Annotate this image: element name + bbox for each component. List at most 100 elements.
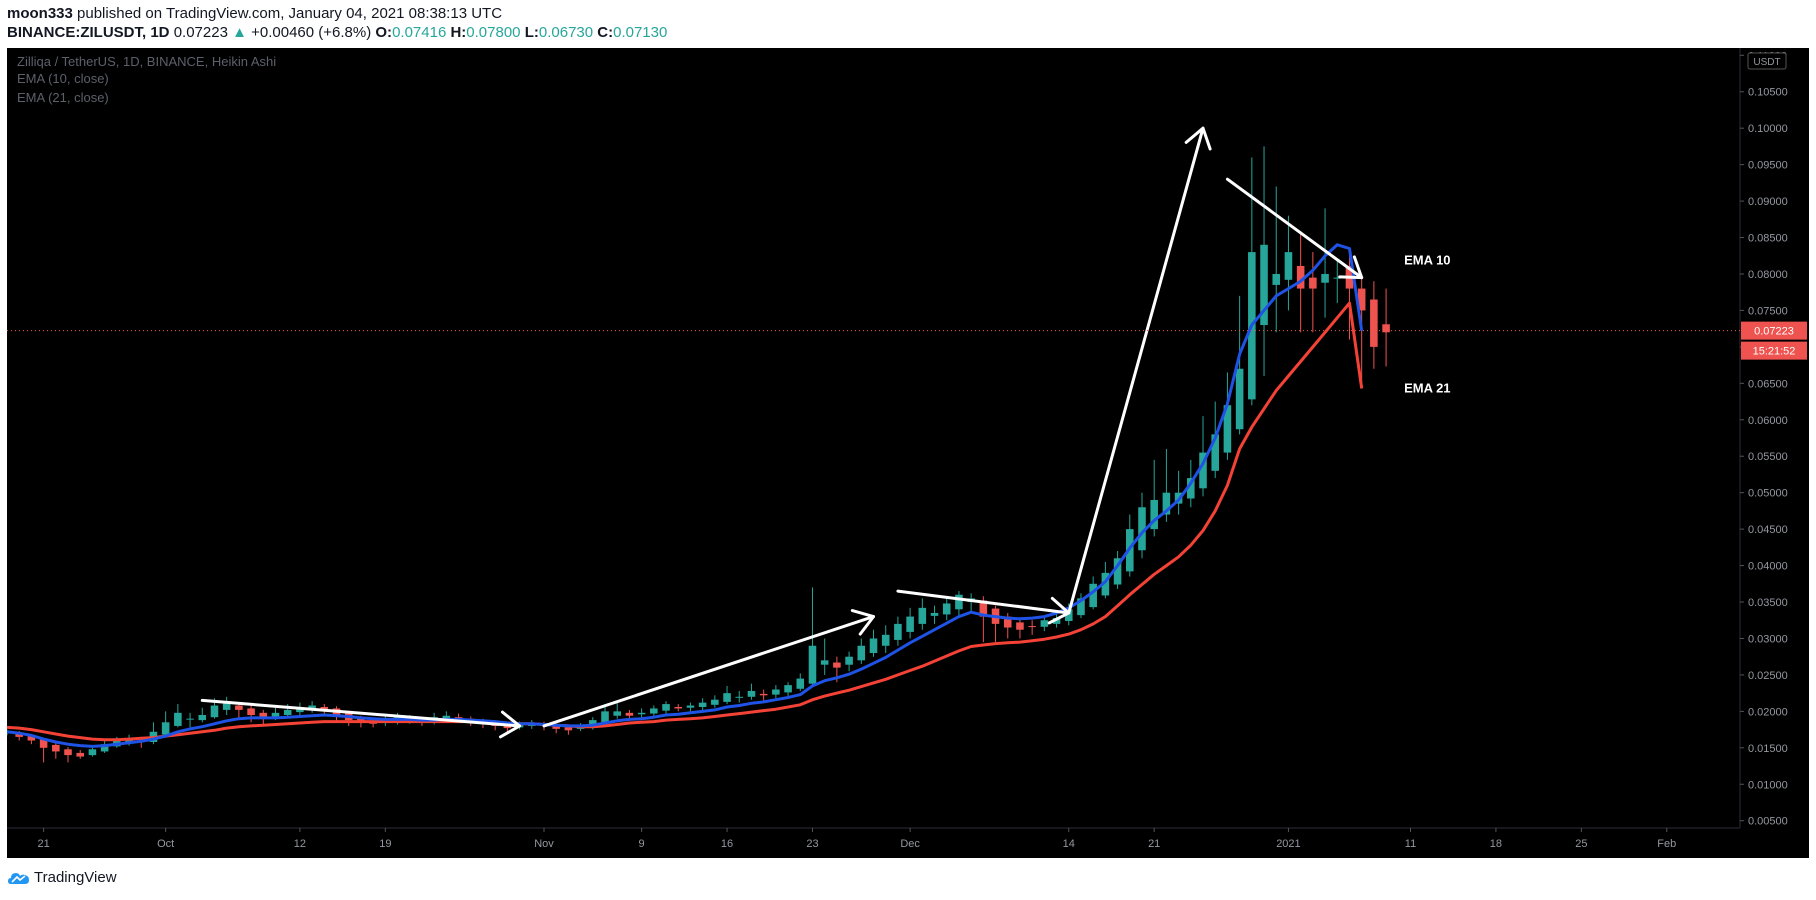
candle-body [39, 739, 48, 748]
last-price: 0.07223 [173, 24, 228, 41]
publish-line: moon333 published on TradingView.com, Ja… [7, 5, 502, 22]
candle-body [174, 712, 182, 726]
tradingview-logo[interactable]: TradingView [8, 869, 117, 886]
ohlc-line: BINANCE:ZILUSDT, 1D 0.07223 ▲ +0.00460 (… [7, 24, 667, 41]
arrow-head-icon [498, 710, 522, 739]
y-tick-label: 0.06000 [1748, 415, 1788, 427]
tradingview-brand: TradingView [34, 869, 117, 886]
chart-header: moon333 published on TradingView.com, Ja… [0, 0, 1816, 48]
candle-body [930, 612, 939, 616]
x-tick-label: 11 [1405, 838, 1416, 850]
y-tick-label: 0.02000 [1748, 706, 1788, 718]
candle-body [1138, 507, 1146, 551]
close-label: C: [597, 24, 614, 41]
candle-body [1199, 452, 1207, 489]
candle-body [906, 616, 914, 632]
candle-body [808, 645, 817, 684]
candle-body [247, 708, 255, 716]
candle-body [1162, 492, 1171, 515]
candle-body [1150, 499, 1158, 530]
price-change: +0.00460 (+6.8%) [251, 24, 372, 41]
x-tick-label: 12 [294, 838, 306, 850]
candle-body [857, 645, 866, 661]
candle-body [27, 736, 36, 741]
candle-body [1260, 244, 1268, 326]
low-value: 0.06730 [538, 24, 594, 41]
symbol-label: BINANCE:ZILUSDT, 1D [7, 24, 170, 41]
open-value: 0.07416 [392, 24, 447, 41]
candle-body [1101, 572, 1110, 596]
candle-body [1211, 434, 1220, 471]
y-tick-label: 0.10000 [1748, 123, 1788, 135]
legend-title[interactable]: Zilliqa / TetherUS, 1D, BINANCE, Heikin … [17, 54, 276, 69]
tradingview-cloud-icon [8, 872, 29, 884]
time-axis: 21 Oct 12 19 Nov 9 16 23 Dec 14 21 2021 11 18 25 Feb [37, 828, 1676, 850]
last-price-badge-box [1741, 321, 1807, 340]
candle-body [1113, 558, 1122, 585]
candle-body [955, 594, 963, 610]
unit-badge[interactable]: USDT [1753, 57, 1780, 68]
ema10-label: EMA 10 [1404, 252, 1450, 267]
candle-body [564, 727, 573, 731]
price-axis-background[interactable] [1740, 48, 1809, 858]
candle-body [1296, 265, 1305, 289]
ema21-label: EMA 21 [1404, 380, 1450, 395]
arrow-head-icon [850, 609, 875, 636]
candle-body [637, 712, 646, 715]
countdown-badge[interactable]: 15:21:52 [1753, 346, 1796, 358]
candle-body [979, 600, 988, 617]
candle-body [747, 690, 756, 697]
candle-body [845, 656, 853, 665]
candle-body [1235, 368, 1244, 430]
price-badges: 0.07223 15:21:52 [7, 321, 1807, 360]
annotation-arrow[interactable] [1225, 177, 1364, 280]
candle-body [796, 678, 805, 689]
y-tick-label: 0.04000 [1748, 561, 1788, 573]
annotation-arrow[interactable] [1067, 126, 1212, 615]
annotation-arrow[interactable] [200, 698, 522, 739]
y-tick-label: 0.08000 [1748, 269, 1788, 281]
candle-body [784, 685, 792, 693]
x-tick-label: 21 [37, 838, 49, 850]
legend-ema21[interactable]: EMA (21, close) [17, 90, 109, 105]
annotation-arrow[interactable] [542, 609, 875, 728]
last-price-badge[interactable]: 0.07223 [1754, 326, 1794, 338]
candle-body [881, 634, 890, 646]
x-tick-label: 2021 [1276, 838, 1300, 850]
candle-body [283, 709, 292, 716]
y-tick-label: 0.05000 [1748, 488, 1788, 500]
candle-body [650, 708, 658, 714]
candle-body [320, 706, 329, 710]
x-tick-label: 9 [639, 838, 645, 850]
high-label: H: [450, 24, 467, 41]
open-label: O: [375, 24, 393, 41]
candle-body [210, 705, 219, 718]
candle-body [613, 711, 621, 716]
candle-body [833, 662, 841, 668]
candle-body [1052, 618, 1061, 624]
candle-body [1077, 598, 1085, 616]
candle-body [625, 712, 634, 716]
candle-body [698, 702, 707, 707]
arrow-head-icon [1338, 255, 1364, 280]
author-name[interactable]: moon333 [7, 5, 73, 22]
candle-body [503, 725, 512, 729]
ema10-line [6, 243, 1364, 748]
price-chart[interactable]: EMA 10 EMA 21 0.00500 0.01000 0.01500 0.0200… [3, 48, 1809, 858]
y-tick-label: 0.09000 [1748, 196, 1788, 208]
chart-canvas[interactable]: EMA 10 EMA 21 0.00500 0.01000 0.01500 0.0200… [3, 48, 1809, 858]
legend-ema10[interactable]: EMA (10, close) [17, 71, 109, 86]
candle-body [1223, 405, 1232, 453]
candle-body [869, 638, 878, 654]
candle-body [1284, 252, 1293, 280]
y-tick-label: 0.10500 [1748, 87, 1788, 99]
ema-layer: EMA 10 EMA 21 [6, 243, 1451, 748]
y-tick-label: 0.01500 [1748, 743, 1788, 755]
candle-body [64, 749, 72, 756]
candle-body [1333, 277, 1342, 279]
y-tick-label: 0.03500 [1748, 597, 1788, 609]
close-value: 0.07130 [613, 24, 668, 41]
candle-body [1040, 620, 1049, 627]
candle-body [711, 699, 719, 705]
candle-body [308, 705, 316, 710]
